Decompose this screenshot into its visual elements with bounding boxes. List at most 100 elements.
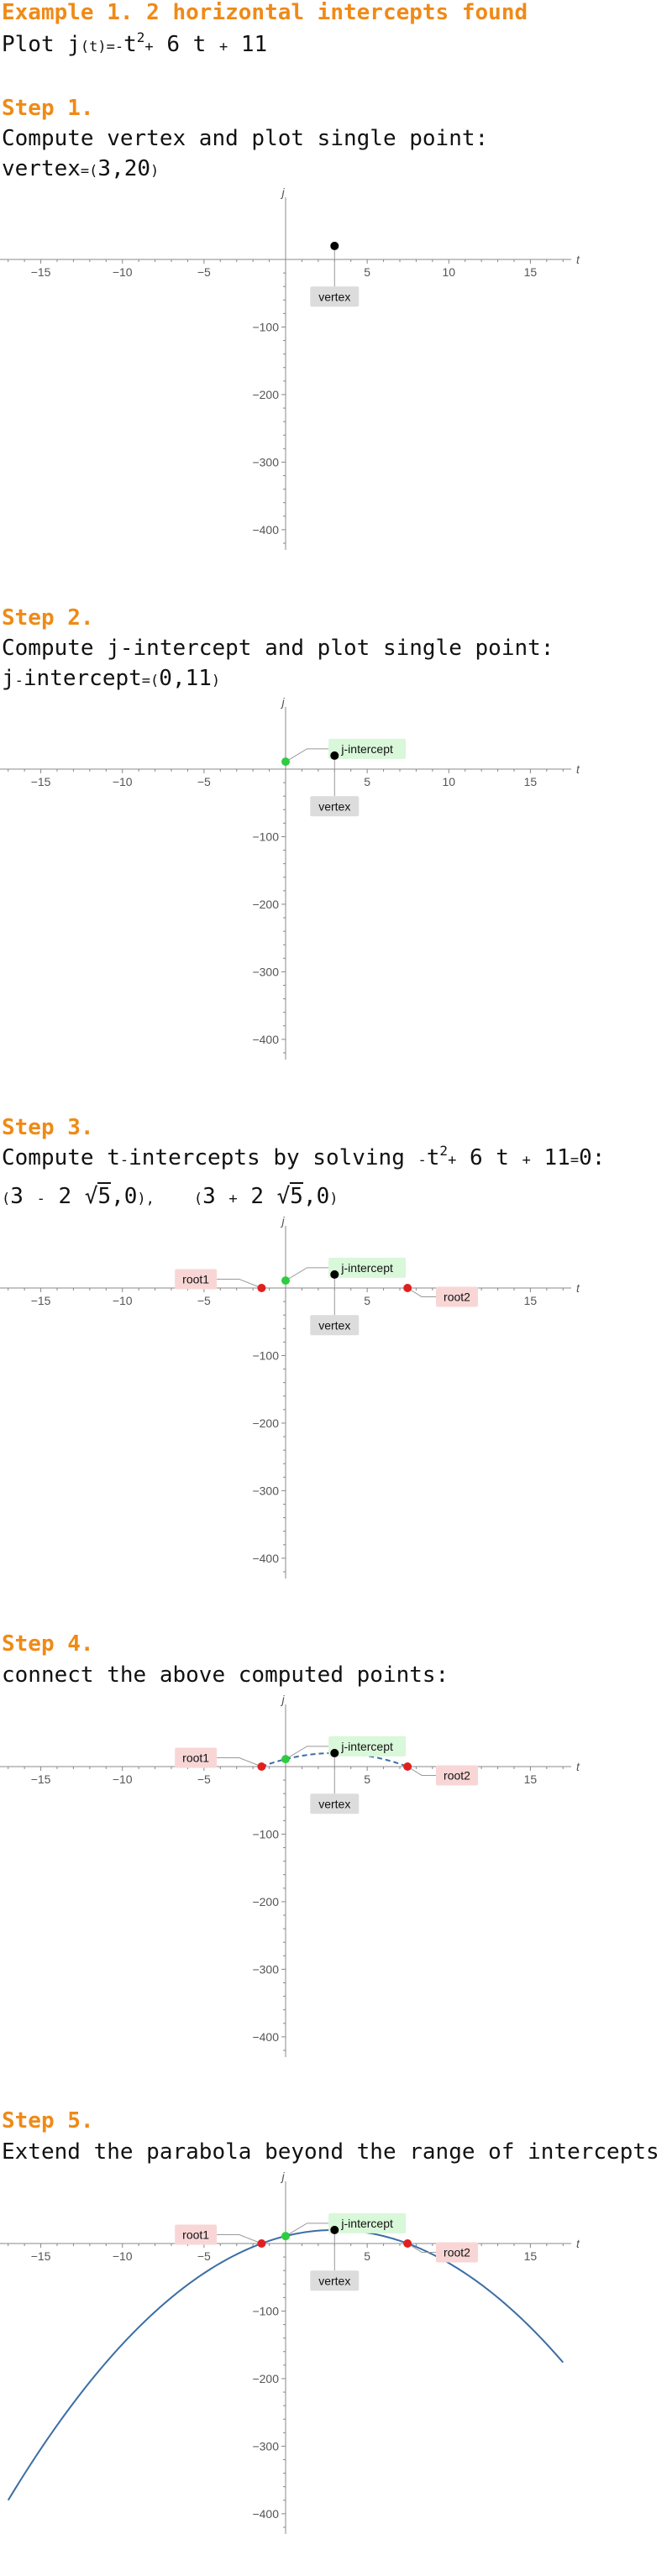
sqrt-sign: √: [84, 1184, 98, 1209]
eleven: 11: [543, 1145, 570, 1170]
y-tick-label: −400: [252, 2030, 279, 2044]
root2-leader: [407, 2243, 436, 2253]
x-tick-label: −5: [197, 1294, 211, 1307]
x-tick-label: −5: [197, 1772, 211, 1786]
y-tick-label: −300: [252, 1962, 279, 1976]
j-intercept-label-text: j-intercept: [340, 742, 393, 756]
y-tick-label: −300: [252, 455, 279, 469]
six-t: 6 t: [469, 1145, 509, 1170]
three: 3: [202, 1184, 216, 1209]
x-tick-label: 5: [364, 265, 370, 279]
j-intercept-label-text: j-intercept: [340, 1740, 393, 1753]
y-tick-label: −200: [252, 2372, 279, 2385]
y-tick-label: −400: [252, 523, 279, 537]
t-var: t: [426, 1145, 440, 1170]
root2-point: [403, 2239, 412, 2248]
root2-leader: [407, 1766, 436, 1776]
root2-point: [403, 1284, 412, 1292]
plot-t: t: [123, 32, 137, 57]
y-tick-label: −200: [252, 388, 279, 401]
step-3-line1: Compute t-intercepts by solving -t2+ 6 t…: [2, 1144, 605, 1170]
plot-plus-2: +: [218, 39, 228, 55]
root1-label-box: [175, 2224, 218, 2245]
sqrt-arg: 5: [290, 1182, 303, 1209]
root1-leader: [217, 2234, 262, 2244]
open-paren: (: [150, 673, 160, 689]
vertex-point: [330, 2225, 339, 2234]
comma-zero: ,0: [111, 1184, 138, 1209]
y-tick-label: −300: [252, 965, 279, 978]
vertex-word: vertex: [2, 156, 81, 181]
vertex-label-text: vertex: [318, 1797, 350, 1810]
x-tick-label: 5: [364, 2249, 370, 2263]
three: 3: [10, 1184, 24, 1209]
x-tick-label: 10: [442, 775, 455, 788]
step-1-title: Step 1.: [2, 96, 94, 121]
x-tick-label: −10: [113, 775, 133, 788]
paren-comma: ),: [137, 1191, 155, 1207]
root2-label-box: [436, 2242, 478, 2263]
plot-6t: 6 t: [166, 32, 207, 57]
root1-point: [257, 2239, 266, 2248]
x-tick-label: 15: [524, 1294, 538, 1307]
plus: +: [522, 1152, 531, 1169]
x-tick-label: 10: [442, 265, 455, 279]
step-3-plot: tj−15−10−551015−100−200−300−400vertexj-i…: [0, 1214, 580, 1579]
step-4-plot: tj−15−10−551015−100−200−300−400vertexj-i…: [0, 1693, 580, 2057]
root1-label-text: root1: [182, 1751, 209, 1765]
paren: (: [193, 1191, 203, 1207]
j-intercept-label-box: [328, 1257, 407, 1278]
x-tick-label: 5: [364, 775, 370, 788]
step-1-line2: vertex=(3,20): [2, 158, 159, 180]
root1-label-text: root1: [182, 2228, 209, 2242]
root1-leader: [217, 1757, 262, 1767]
vertex-label-text: vertex: [318, 290, 350, 303]
plot-exponent: 2: [136, 29, 145, 45]
j-intercept-point: [281, 2232, 290, 2241]
root2-label-text: root2: [444, 1290, 470, 1303]
paren: (: [2, 1191, 11, 1207]
plus: +: [228, 1191, 238, 1207]
x-tick-label: 15: [524, 2249, 538, 2263]
y-tick-label: −100: [252, 1348, 279, 1362]
y-axis-label: j: [280, 1214, 285, 1228]
root1-label-box: [175, 1747, 218, 1768]
eq-sign: =: [570, 1152, 580, 1169]
y-tick-label: −300: [252, 2439, 279, 2453]
x-tick-label: −15: [31, 1772, 51, 1786]
vertex-point: [330, 1270, 339, 1279]
x-tick-label: −10: [113, 265, 133, 279]
j-intercept-leader: [285, 2223, 329, 2237]
y-tick-label: −100: [252, 320, 279, 333]
y-axis-label: j: [280, 2170, 285, 2183]
x-axis-label: t: [576, 762, 580, 776]
plot-expression: Plot j(t)=-t2+ 6 t + 11: [2, 31, 268, 57]
intercept-coords: 0,11: [159, 666, 212, 691]
step-3-line2: (3 - 2 √5,0), (3 + 2 √5,0): [2, 1182, 339, 1207]
step-5-plot: tj−15−10−551015−100−200−300−400vertexj-i…: [0, 2170, 580, 2534]
step-5-line1: Extend the parabola beyond the range of …: [2, 2139, 659, 2165]
plot-11: 11: [240, 32, 268, 57]
comma-zero: ,0: [302, 1184, 330, 1209]
step-5-title: Step 5.: [2, 2108, 94, 2134]
step-2-plot: t j −15 −10 −5 5 10 15 −100 −200 −300 −400 vertex j-i…: [0, 695, 580, 1060]
root2-label-box: [436, 1286, 478, 1307]
y-tick-label: −400: [252, 1033, 279, 1046]
two: 2: [58, 1184, 72, 1209]
x-axis-label: t: [576, 253, 580, 266]
y-tick-label: −100: [252, 830, 279, 843]
j-intercept-label-text: j-intercept: [340, 1261, 393, 1275]
j-intercept-leader: [285, 1267, 329, 1281]
step-2-line2: j-intercept=(0,11): [2, 668, 220, 689]
root1-label-box: [175, 1269, 218, 1290]
minus: -: [36, 1191, 45, 1207]
step-2-title: Step 2.: [2, 605, 94, 631]
x-tick-label: 5: [364, 1294, 370, 1307]
step-3-title: Step 3.: [2, 1115, 94, 1140]
x-tick-label: −5: [197, 265, 211, 279]
root2-leader: [407, 1287, 436, 1297]
x-tick-label: −10: [113, 2249, 133, 2263]
x-tick-label: 5: [364, 1772, 370, 1786]
j-intercept-point: [281, 1276, 290, 1285]
y-axis-label: j: [280, 186, 285, 199]
